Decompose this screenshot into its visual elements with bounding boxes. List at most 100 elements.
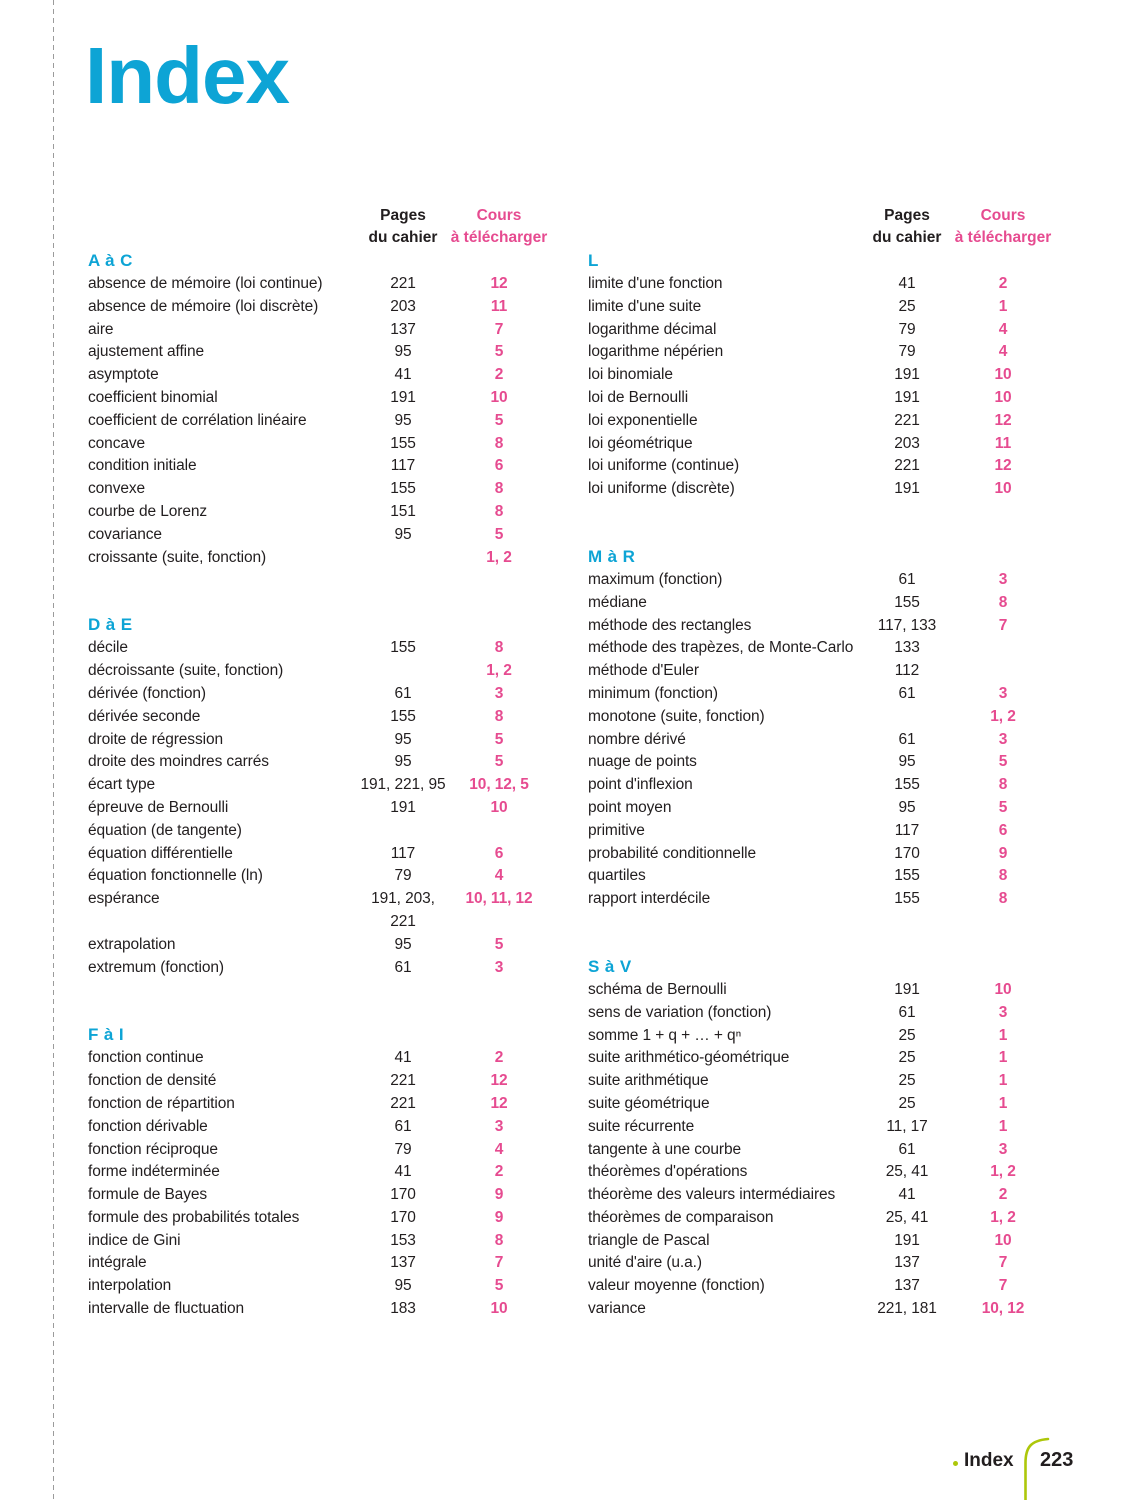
entry-pages-value: 61: [394, 958, 412, 976]
left-dashed-rule: [53, 0, 54, 1500]
entry-pages-value: 191: [894, 1231, 920, 1249]
entry-pages-value: 61: [898, 730, 916, 748]
entry-term: variance: [588, 1300, 646, 1318]
footer-curve-line: [1024, 1437, 1050, 1500]
entry-cours-value: 3: [998, 1003, 1008, 1021]
entry-cours-value: 4: [494, 1140, 504, 1158]
entry-pages-value: 25: [898, 1026, 916, 1044]
section-title: S à V: [588, 956, 632, 976]
index-entry-row: loi exponentielle 221 12: [588, 410, 1054, 433]
entry-cours-value: 4: [998, 320, 1008, 338]
column-header-row: Pages du cahier Cours à télécharger: [588, 205, 1054, 249]
entry-pages-value: [358, 547, 448, 570]
entry-pages-value: 183: [390, 1300, 416, 1318]
entry-term: courbe de Lorenz: [88, 502, 208, 520]
entry-term: minimum (fonction): [588, 684, 718, 702]
entry-term: point d'inflexion: [588, 776, 693, 794]
pages-caption-line2: du cahier: [368, 229, 438, 246]
entry-cours-value: 2: [998, 1186, 1008, 1204]
entry-cours-value: 8: [998, 890, 1008, 908]
index-entry-row: méthode d'Euler 112: [588, 660, 1054, 683]
entry-cours-value: 10: [994, 480, 1012, 498]
entry-term: intervalle de fluctuation: [88, 1300, 245, 1318]
entry-cours-value: 12: [490, 275, 508, 292]
entry-cours-value: 7: [494, 320, 504, 338]
entry-cours-value: 4: [998, 343, 1008, 361]
pages-caption-line2: du cahier: [872, 229, 942, 246]
entry-term: suite géométrique: [588, 1094, 710, 1112]
index-entry-row: rapport interdécile 155 8: [588, 888, 1054, 911]
entry-pages-value: 170: [390, 1186, 416, 1204]
cours-column-header: Cours à télécharger: [952, 205, 1054, 249]
page-number: 223: [1040, 1449, 1074, 1471]
entry-term: unité d'aire (u.a.): [588, 1254, 702, 1272]
index-entry-row: point d'inflexion 155 8: [588, 774, 1054, 797]
entry-term: triangle de Pascal: [588, 1231, 710, 1249]
entry-cours-value: 1: [998, 1072, 1008, 1090]
index-entry-row: concave 155 8: [88, 433, 550, 456]
index-section: S à V schéma de Bernoulli 191 10 sens de var…: [588, 955, 1054, 1321]
column-header-row: Pages du cahier Cours à télécharger: [88, 205, 550, 249]
index-entry-row: covariance 95 5: [88, 524, 550, 547]
index-entry-row: formule de Bayes 170 9: [88, 1184, 550, 1207]
entry-cours-value: 2: [494, 1049, 504, 1067]
entry-pages-value: 191: [390, 388, 416, 406]
entry-pages-value: 153: [390, 1231, 416, 1249]
entry-cours-value: [952, 660, 1054, 683]
entry-term: primitive: [588, 821, 645, 839]
entry-pages-value: 95: [394, 343, 412, 361]
index-entry-row: dérivée seconde 155 8: [88, 706, 550, 729]
entry-pages-value: 61: [898, 684, 916, 702]
index-entry-row: interpolation 95 5: [88, 1275, 550, 1298]
entry-term: convexe: [88, 480, 146, 498]
index-entry-row: intégrale 137 7: [88, 1252, 550, 1275]
entry-term: concave: [88, 434, 146, 452]
entry-cours-value: 8: [494, 639, 504, 657]
entry-term: interpolation: [88, 1277, 172, 1295]
entry-term: extremum (fonction): [88, 958, 224, 976]
entry-cours-value: 10: [994, 1231, 1012, 1249]
entry-term: fonction de répartition: [88, 1094, 235, 1112]
entry-cours-value: 12: [490, 1094, 508, 1112]
entry-pages-value: 61: [898, 570, 916, 588]
index-entry-row: fonction continue 41 2: [88, 1047, 550, 1070]
entry-pages-value: 25: [898, 1049, 916, 1067]
entry-pages-value: 221, 181: [877, 1300, 937, 1318]
entry-pages-value: 155: [894, 890, 920, 908]
entry-cours-value: 7: [494, 1254, 504, 1272]
entry-pages-value: 155: [390, 639, 416, 657]
entry-cours-value: 6: [494, 457, 504, 475]
section-title: F à I: [88, 1025, 125, 1045]
entry-cours-value: 9: [494, 1208, 504, 1226]
index-entry-row: suite arithmétique 25 1: [588, 1070, 1054, 1093]
entry-term: covariance: [88, 525, 162, 543]
pages-column-header: Pages du cahier: [358, 205, 448, 249]
index-entry-row: décroissante (suite, fonction) 1, 2: [88, 660, 550, 683]
index-entry-row: fonction dérivable 61 3: [88, 1116, 550, 1139]
entry-term: épreuve de Bernoulli: [88, 798, 229, 816]
entry-term: limite d'une fonction: [588, 275, 723, 292]
index-entry-row: suite arithmético-géométrique 25 1: [588, 1047, 1054, 1070]
entry-term: loi géométrique: [588, 434, 693, 452]
entry-term: point moyen: [588, 798, 672, 816]
index-entry-row: maximum (fonction) 61 3: [588, 569, 1054, 592]
index-entry-row: extrapolation 95 5: [88, 934, 550, 957]
index-entry-row: quartiles 155 8: [588, 865, 1054, 888]
entry-cours-value: 1: [998, 1117, 1008, 1135]
index-entry-row: fonction réciproque 79 4: [88, 1139, 550, 1162]
entry-term: ajustement affine: [88, 343, 205, 361]
entry-term: espérance: [88, 890, 160, 908]
entry-term: aire: [88, 320, 114, 338]
entry-cours-value: 5: [494, 343, 504, 361]
footer-dot-icon: [953, 1461, 958, 1466]
entry-term: formule de Bayes: [88, 1186, 208, 1204]
entry-cours-value: 1, 2: [990, 1163, 1016, 1181]
index-entry-row: droite de régression 95 5: [88, 729, 550, 752]
entry-term: maximum (fonction): [588, 570, 723, 588]
index-entry-row: loi uniforme (discrète) 191 10: [588, 478, 1054, 501]
entry-cours-value: 1: [998, 1094, 1008, 1112]
entry-cours-value: [952, 637, 1054, 660]
index-entry-row: nuage de points 95 5: [588, 751, 1054, 774]
entry-pages-value: 117: [894, 821, 920, 839]
